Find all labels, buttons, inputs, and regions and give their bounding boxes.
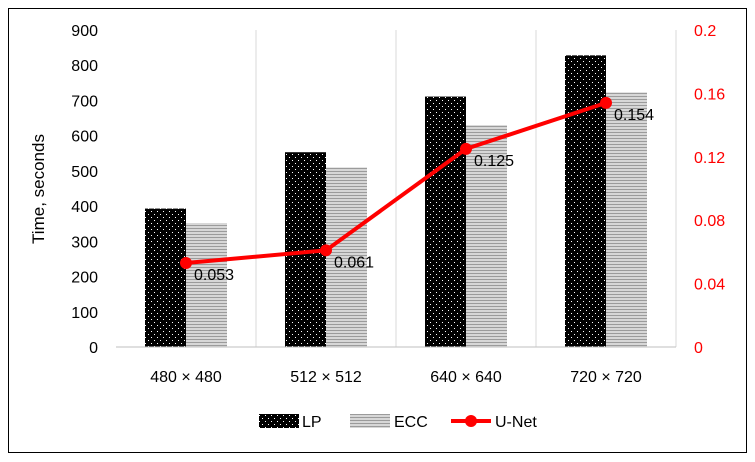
bars [145,55,647,348]
unet-data-label: 0.125 [474,153,514,170]
unet-point [320,244,332,257]
y-tick-label: 600 [71,129,98,146]
unet-point [180,256,192,269]
unet-point [460,142,472,155]
y2-tick-label: 0.2 [694,23,716,40]
x-tick-label: 640 × 640 [430,369,502,386]
bar-ecc [466,125,507,347]
y-tick-label: 700 [71,93,98,110]
bar-lp [425,96,466,347]
y-tick-label: 200 [71,270,98,287]
y-tick-label: 500 [71,164,98,181]
legend-label-lp: LP [302,414,322,431]
bar-lp [565,55,606,348]
bar-ecc [606,92,647,348]
y2-tick-label: 0.04 [694,277,725,294]
y-tick-label: 0 [89,340,98,357]
y-tick-label: 900 [71,23,98,40]
unet-line: 0.053 0.061 0.125 0.154 [180,96,654,284]
y2-tick-label: 0 [694,340,703,357]
unet-series-line [185,101,607,265]
legend-marker-unet [465,415,477,427]
x-tick-label: 480 × 480 [150,369,222,386]
y2-tick-label: 0.12 [694,150,725,167]
gridlines [255,30,677,347]
y-tick-label: 300 [71,234,98,251]
bar-lp [145,208,186,347]
x-tick-label: 720 × 720 [570,369,642,386]
unet-data-label: 0.061 [334,254,374,271]
unet-data-label: 0.154 [614,107,654,124]
y-tick-label: 400 [71,199,98,216]
unet-point [600,96,612,109]
bar-ecc [186,223,227,347]
y2-tick-label: 0.16 [694,86,725,103]
legend-swatch-ecc [350,414,390,428]
y-tick-label: 800 [71,58,98,75]
legend-swatch-lp [259,414,299,428]
y2-tick-label: 0.08 [694,213,725,230]
legend-label-unet: U-Net [495,414,537,431]
x-tick-label: 512 × 512 [290,369,362,386]
legend-label-ecc: ECC [394,414,428,431]
bar-ecc [326,167,367,347]
unet-data-label: 0.053 [194,267,234,284]
legend: LP ECC U-Net [259,414,537,431]
y-tick-label: 100 [71,305,98,322]
axes: 0 100 200 300 400 500 600 700 800 900 0 0.04 0.08 0.1… [71,23,725,386]
y-axis-title: Time, seconds [29,134,48,244]
